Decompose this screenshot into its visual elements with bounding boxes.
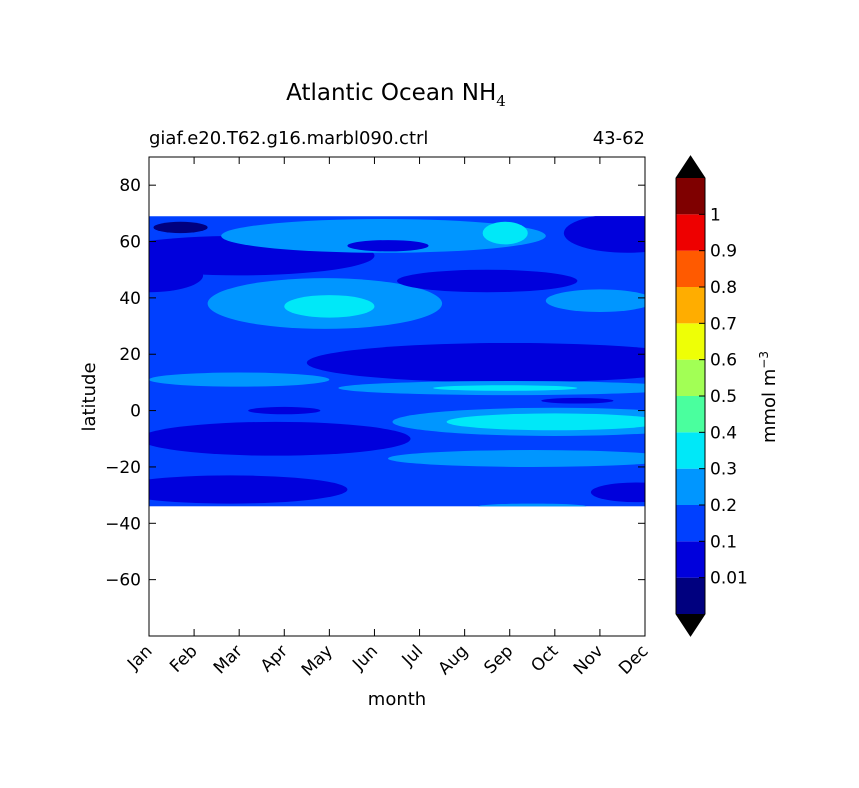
colorbar-segment [676,432,705,469]
y-tick-label: 60 [119,233,141,253]
y-axis: 80 60 40 20 0 −20 −40 −60 [105,176,645,591]
y-tick-label: −20 [105,458,141,478]
contour-region-23 [478,503,587,507]
y-tick-label: −40 [105,514,141,534]
y-tick-label: 20 [119,345,141,365]
colorbar-tick-label: 0.8 [710,278,737,298]
colorbar-segment [676,250,705,287]
y-tick-label: −60 [105,571,141,591]
colorbar-tick-label: 0.2 [710,496,737,516]
x-tick-label: Jun [348,641,382,675]
y-tick-label: 40 [119,289,141,309]
colorbar-label: mmol m−3 [757,351,780,443]
colorbar-over-arrow [676,156,705,178]
contour-region-12 [149,372,330,387]
colorbar-segment [676,287,705,324]
colorbar-tick-label: 0.7 [710,314,737,334]
colorbar-tick-label: 0.1 [710,532,737,552]
colorbar-outline [675,155,706,637]
contour-region-6 [347,240,429,252]
x-tick-label: May [298,641,337,680]
x-tick-label: Mar [210,641,247,678]
x-axis-label: month [368,689,426,710]
x-tick-label: Feb [166,641,201,676]
colorbar-tick-label: 0.9 [710,242,737,262]
colorbar-tick-label: 0.6 [710,351,737,371]
contour-region-16 [446,413,645,431]
y-tick-label: 80 [119,176,141,196]
x-tick-label: Jul [398,641,427,670]
x-tick-label: Sep [480,641,517,678]
colorbar-segment [676,396,705,433]
colorbar-segment [676,178,705,215]
contour-region-11 [306,342,645,383]
colorbar-tick-label: 0.4 [710,423,737,443]
x-tick-label: Dec [615,641,652,678]
x-tick-label: Apr [257,641,292,676]
colorbar-segment [676,577,705,614]
x-tick-label: Aug [435,641,473,679]
colorbar: 0.01 0.1 0.2 0.3 0.4 0.5 0.6 0.7 0.8 0.9 1 [675,155,748,637]
chart-title: Atlantic Ocean NH4 [286,80,506,110]
contour-region-18 [541,397,614,404]
contour-region-1 [149,258,204,293]
colorbar-tick-label: 0.01 [710,569,748,589]
contour-region-3 [563,216,645,253]
contour-region-20 [388,450,645,467]
contour-region-22 [590,482,645,503]
plot-frame [148,156,646,637]
x-tick-label: Oct [527,641,562,676]
colorbar-segment [676,505,705,542]
colorbar-tick-label: 0.5 [710,387,737,407]
contour-region-19 [149,421,411,456]
contour-region-2 [153,221,208,234]
x-tick-label: Nov [570,641,608,679]
contour-region-4 [221,218,546,253]
colorbar-tick-label: 1 [710,205,721,225]
y-tick-label: 0 [130,402,141,422]
contour-field [149,216,645,507]
colorbar-under-arrow [676,614,705,636]
contour-region-9 [397,269,578,293]
colorbar-segment [676,468,705,505]
x-tick-label: Jan [123,641,156,674]
subtitle-right: 43-62 [593,128,645,149]
colorbar-tick-label: 0.3 [710,460,737,480]
contour-region-21 [149,475,348,504]
colorbar-segment [676,323,705,360]
plot-area: Jan Feb Mar Apr May Jun Jul Aug Sep Oct Nov Dec 80 6… [105,156,653,680]
contour-region-5 [482,221,528,245]
subtitle-left: giaf.e20.T62.g16.marbl090.ctrl [149,128,428,149]
contour-region-10 [545,289,645,312]
colorbar-segment [676,214,705,251]
colorbar-segment [676,541,705,578]
contour-region-8 [284,295,375,318]
y-axis-label: latitude [79,362,100,431]
colorbar-segment [676,359,705,396]
contour-region-14 [433,385,578,391]
contour-region-17 [248,406,321,415]
